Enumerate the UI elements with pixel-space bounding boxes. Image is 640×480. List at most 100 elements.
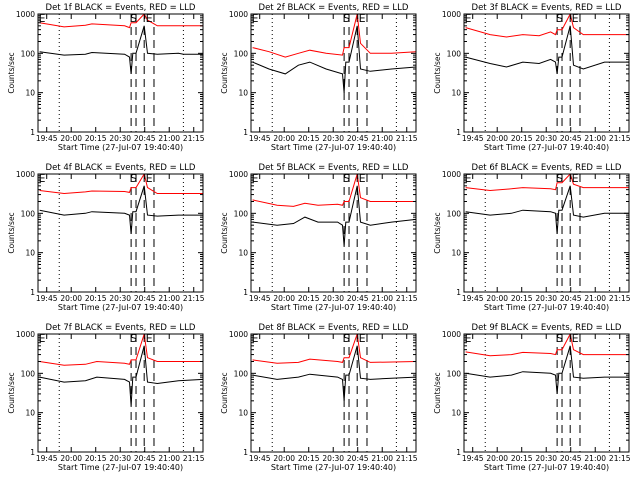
x-tick-label: 20:45 xyxy=(134,454,156,463)
x-tick-label: 19:45 xyxy=(462,134,484,143)
lld-line xyxy=(39,174,203,195)
x-tick-label: 20:45 xyxy=(560,134,582,143)
x-tick-label: 20:00 xyxy=(273,134,295,143)
x-tick-label: 19:45 xyxy=(249,454,271,463)
chart-panel: Det 8f BLACK = Events, RED = LLD 1 10 100 10… xyxy=(220,323,418,472)
x-tick-label: 20:15 xyxy=(85,454,107,463)
chart-title: Det 2f BLACK = Events, RED = LLD xyxy=(259,3,409,13)
x-tick-label: 20:15 xyxy=(298,454,320,463)
plot-frame xyxy=(250,173,417,293)
y-tick-label: 10 xyxy=(25,89,35,98)
phase-marker-label: E xyxy=(39,332,46,345)
x-tick-label: 21:00 xyxy=(584,134,606,143)
x-tick-label: 20:30 xyxy=(109,454,131,463)
series-group xyxy=(465,14,629,74)
x-tick-label: 20:00 xyxy=(486,294,508,303)
phase-marker-label: S xyxy=(130,172,137,185)
phase-marker-label: E xyxy=(252,332,259,345)
phase-marker-label: E xyxy=(465,172,472,185)
chart-title: Det 1f BLACK = Events, RED = LLD xyxy=(46,3,196,13)
chart-title: Det 8f BLACK = Events, RED = LLD xyxy=(259,323,409,333)
phase-marker-label: E xyxy=(572,12,579,25)
x-tick-label: 21:15 xyxy=(183,294,205,303)
y-tick-label: 1 xyxy=(456,288,461,297)
lld-line xyxy=(252,334,416,364)
x-tick-label: 21:15 xyxy=(609,454,631,463)
y-axis-label: Counts/sec xyxy=(220,372,229,413)
x-tick-label: 20:45 xyxy=(347,454,369,463)
phase-marker-label: E xyxy=(465,12,472,25)
series-group xyxy=(252,334,416,401)
x-tick-label: 21:00 xyxy=(584,454,606,463)
phase-marker-label: E xyxy=(465,332,472,345)
x-tick-label: 19:45 xyxy=(36,454,58,463)
x-tick-label: 20:15 xyxy=(85,134,107,143)
phase-marker-label: E xyxy=(146,332,153,345)
chart-title: Det 4f BLACK = Events, RED = LLD xyxy=(46,163,196,173)
phase-marker-label: E xyxy=(359,12,366,25)
y-tick-label: 10 xyxy=(238,409,248,418)
phase-marker-label: S xyxy=(556,332,563,345)
y-tick-label: 1000 xyxy=(229,10,248,19)
phase-marker-label: E xyxy=(359,332,366,345)
y-axis-label: Counts/sec xyxy=(433,52,442,93)
x-tick-label: 21:00 xyxy=(584,294,606,303)
series-group xyxy=(39,334,203,406)
x-tick-label: 20:45 xyxy=(347,134,369,143)
x-axis-label: Start Time (27-Jul-07 19:40:40) xyxy=(58,463,183,472)
plot-frame xyxy=(463,13,630,133)
y-tick-label: 100 xyxy=(447,209,462,218)
x-tick-label: 20:00 xyxy=(60,134,82,143)
phase-marker-label: S xyxy=(343,12,350,25)
events-line xyxy=(252,185,416,246)
events-line xyxy=(39,25,203,74)
chart-title: Det 3f BLACK = Events, RED = LLD xyxy=(472,3,622,13)
lld-line xyxy=(39,334,203,366)
x-tick-label: 21:00 xyxy=(158,134,180,143)
y-tick-label: 10 xyxy=(25,249,35,258)
y-tick-label: 10 xyxy=(238,89,248,98)
y-tick-label: 1 xyxy=(243,128,248,137)
series-group xyxy=(39,174,203,234)
lld-line xyxy=(252,174,416,207)
y-tick-label: 1000 xyxy=(16,330,35,339)
y-axis-label: Counts/sec xyxy=(433,372,442,413)
y-axis-label: Counts/sec xyxy=(220,52,229,93)
y-tick-label: 100 xyxy=(447,369,462,378)
y-tick-label: 100 xyxy=(234,49,249,58)
x-tick-label: 20:45 xyxy=(134,294,156,303)
x-tick-label: 19:45 xyxy=(249,294,271,303)
x-tick-label: 20:30 xyxy=(535,294,557,303)
events-line xyxy=(39,345,203,406)
x-tick-label: 20:30 xyxy=(535,134,557,143)
events-line xyxy=(465,345,629,394)
y-tick-label: 1 xyxy=(243,448,248,457)
events-line xyxy=(39,185,203,234)
x-tick-label: 21:00 xyxy=(371,294,393,303)
x-tick-label: 20:45 xyxy=(347,294,369,303)
phase-marker-label: S xyxy=(556,12,563,25)
lld-line xyxy=(465,334,629,357)
y-tick-label: 1000 xyxy=(16,170,35,179)
x-tick-label: 20:15 xyxy=(298,294,320,303)
y-tick-label: 1 xyxy=(456,448,461,457)
y-axis-label: Counts/sec xyxy=(433,212,442,253)
x-tick-label: 20:30 xyxy=(109,294,131,303)
x-axis-label: Start Time (27-Jul-07 19:40:40) xyxy=(484,303,609,312)
x-tick-label: 20:00 xyxy=(273,454,295,463)
x-tick-label: 20:15 xyxy=(85,294,107,303)
y-tick-label: 10 xyxy=(451,249,461,258)
y-tick-label: 100 xyxy=(447,49,462,58)
chart-title: Det 9f BLACK = Events, RED = LLD xyxy=(472,323,622,333)
y-tick-label: 1000 xyxy=(229,330,248,339)
x-tick-label: 21:00 xyxy=(158,294,180,303)
x-tick-label: 20:45 xyxy=(134,134,156,143)
x-tick-label: 20:30 xyxy=(322,294,344,303)
series-group xyxy=(39,14,203,74)
x-tick-label: 20:00 xyxy=(60,454,82,463)
x-tick-label: 21:15 xyxy=(396,294,418,303)
plot-frame xyxy=(250,13,417,133)
chart-panel: Det 4f BLACK = Events, RED = LLD 1 10 100 10… xyxy=(7,163,205,312)
x-tick-label: 20:15 xyxy=(511,294,533,303)
